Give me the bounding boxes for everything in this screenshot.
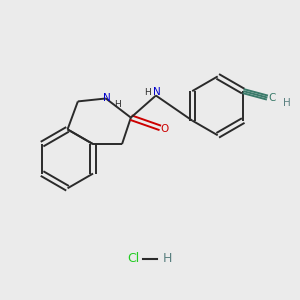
Text: N: N (154, 87, 161, 97)
Text: Cl: Cl (128, 252, 140, 266)
Text: C: C (268, 93, 275, 103)
Text: H: H (163, 252, 172, 266)
Text: N: N (103, 94, 111, 103)
Text: H: H (114, 100, 120, 109)
Text: H: H (144, 88, 150, 97)
Text: O: O (160, 124, 169, 134)
Text: H: H (283, 98, 290, 108)
